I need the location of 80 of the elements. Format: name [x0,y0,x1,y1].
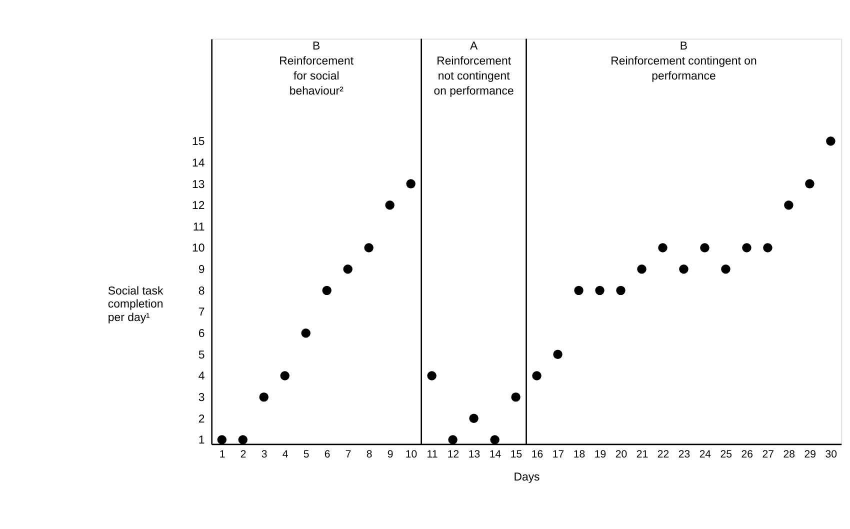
y-tick-label: 3 [198,392,205,404]
point [637,264,646,274]
point [742,243,752,252]
point [721,264,730,274]
x-tick-label: 17 [552,448,564,461]
point [364,243,374,252]
y-tick-label: 6 [198,328,205,340]
point [385,200,394,210]
point [406,179,416,188]
x-tick-label: 16 [531,448,544,461]
point [490,435,500,444]
x-tick-label: 28 [783,448,796,461]
x-tick-label: 5 [303,448,310,461]
x-tick-label: 6 [324,448,330,461]
y-tick-label: 10 [192,242,205,255]
point [301,328,310,338]
y-tick-label: 11 [192,221,205,234]
x-tick-label: 29 [804,448,816,461]
point [469,414,478,423]
x-tick-label: 2 [240,448,246,461]
x-tick-label: 7 [345,448,352,461]
x-tick-label: 4 [282,448,288,461]
x-tick-label: 30 [825,448,838,461]
point [679,264,688,274]
x-tick-label: 23 [678,448,690,461]
x-tick-label: 14 [489,448,502,461]
point [616,286,626,296]
x-tick-label: 21 [636,448,648,461]
x-axis-title: Days [514,472,540,484]
point [658,243,668,252]
x-tick-label: 8 [366,448,372,461]
point [553,350,562,360]
x-tick-label: 18 [573,448,586,461]
point [805,179,814,188]
y-tick-label: 8 [198,285,205,298]
point [280,371,290,380]
x-tick-label: 13 [468,448,480,461]
x-tick-label: 12 [447,448,460,461]
y-tick-label: 9 [198,264,205,276]
y-tick-label: 7 [198,306,205,319]
x-tick-label: 3 [261,448,268,461]
y-tick-label: 12 [192,200,205,212]
y-axis-title: Social task completion per day¹ [108,285,164,324]
x-tick-label: 11 [426,448,438,461]
point [427,371,436,380]
annotation: B Reinforcement contingent on performance [610,40,757,82]
point [217,435,227,444]
y-tick-label: 5 [198,349,205,362]
point [784,200,794,210]
point [238,435,248,444]
point [259,392,268,402]
point [700,243,710,252]
x-tick-label: 1 [219,448,226,461]
x-tick-label: 24 [699,448,712,461]
point [448,435,458,444]
point [343,264,352,274]
y-tick-label: 2 [198,413,205,426]
point [574,286,584,296]
x-tick-label: 26 [741,448,754,461]
x-tick-label: 15 [510,448,522,461]
x-tick-label: 25 [720,448,732,461]
x-tick-label: 19 [594,448,606,461]
y-tick-label: 4 [198,370,206,383]
y-tick-label: 1 [198,434,205,447]
x-tick-label: 9 [387,448,394,461]
point [511,392,520,402]
y-tick-label: 15 [192,136,205,148]
point [826,136,836,146]
point [595,286,604,296]
x-tick-label: 22 [657,448,670,461]
point [532,371,542,380]
y-tick-label: 13 [192,178,205,191]
x-tick-label: 20 [615,448,628,461]
x-tick-label: 10 [405,448,418,461]
annotation: A Reinforcement not contingent on performance [434,40,514,98]
annotation: B Reinforcement for social behaviour² [279,40,354,98]
x-tick-label: 27 [762,448,774,461]
y-tick-label: 14 [192,157,206,170]
point [322,286,332,296]
point [763,243,772,252]
